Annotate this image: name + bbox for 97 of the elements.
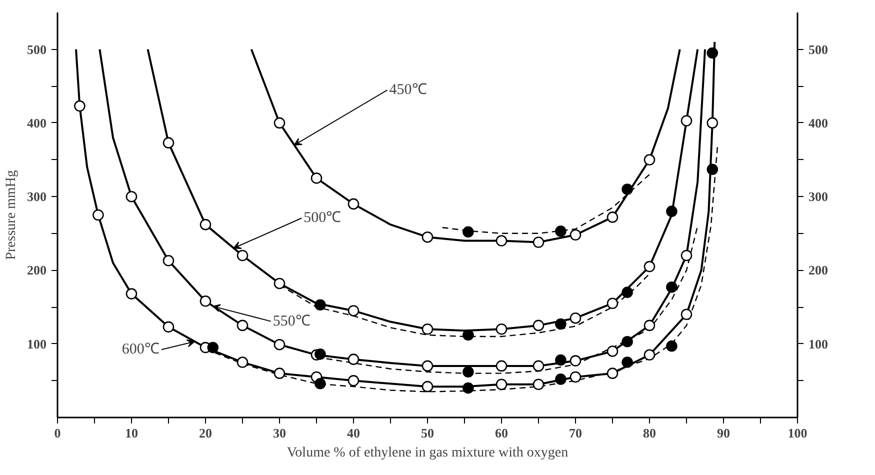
point bbox=[200, 296, 212, 307]
point bbox=[274, 278, 286, 290]
point bbox=[680, 250, 692, 262]
point bbox=[606, 212, 618, 223]
point bbox=[126, 190, 138, 202]
x-tick-label: 90 bbox=[717, 426, 730, 440]
point bbox=[496, 323, 508, 335]
x-axis-title: Volume % of ethylene in gas mixture with oxygen bbox=[286, 446, 568, 460]
point bbox=[162, 321, 174, 333]
point bbox=[680, 115, 692, 126]
point bbox=[570, 371, 582, 383]
point bbox=[606, 346, 618, 357]
point bbox=[606, 368, 618, 379]
x-tick-label: 10 bbox=[125, 426, 138, 440]
point bbox=[162, 255, 174, 266]
x-tick-label: 100 bbox=[788, 426, 808, 440]
point bbox=[666, 340, 678, 352]
point bbox=[570, 312, 582, 324]
point bbox=[644, 260, 656, 272]
point bbox=[274, 117, 286, 129]
point bbox=[555, 374, 566, 385]
point bbox=[348, 198, 360, 210]
x-tick-label: 40 bbox=[347, 426, 360, 440]
point bbox=[570, 355, 582, 366]
point bbox=[496, 235, 508, 246]
point bbox=[532, 320, 544, 332]
point bbox=[666, 282, 678, 293]
y2-tick-label: 300 bbox=[808, 189, 828, 204]
point bbox=[496, 378, 508, 390]
point bbox=[207, 342, 219, 354]
point bbox=[348, 375, 360, 386]
point bbox=[644, 320, 656, 332]
point bbox=[92, 209, 104, 221]
point bbox=[644, 154, 656, 166]
annotation: 500℃ bbox=[304, 210, 342, 226]
point bbox=[532, 378, 544, 390]
y-tick-label: 400 bbox=[27, 115, 46, 130]
point bbox=[162, 137, 174, 148]
point bbox=[314, 348, 326, 360]
point bbox=[532, 360, 544, 372]
point bbox=[314, 378, 326, 390]
point bbox=[348, 354, 360, 365]
x-tick-label: 60 bbox=[495, 426, 508, 440]
x-tick-label: 80 bbox=[643, 426, 656, 440]
point bbox=[236, 320, 248, 332]
point bbox=[310, 172, 322, 184]
x-tick-label: 70 bbox=[569, 426, 582, 440]
point bbox=[706, 47, 718, 59]
point bbox=[422, 323, 434, 335]
point bbox=[555, 318, 566, 330]
x-tick-label: 30 bbox=[273, 426, 286, 440]
point bbox=[348, 305, 360, 316]
point bbox=[622, 286, 633, 298]
x-tick-label: 50 bbox=[421, 426, 434, 440]
point bbox=[666, 206, 678, 217]
y2-tick-label: 200 bbox=[808, 262, 828, 278]
point bbox=[462, 382, 474, 394]
point bbox=[570, 229, 582, 241]
point bbox=[622, 356, 633, 368]
point bbox=[680, 308, 692, 320]
y-tick-label: 500 bbox=[27, 42, 46, 57]
point bbox=[236, 250, 248, 262]
y-tick-label: 200 bbox=[27, 262, 46, 278]
point bbox=[706, 164, 718, 175]
y2-tick-label: 100 bbox=[808, 336, 828, 352]
point bbox=[462, 366, 474, 378]
point bbox=[555, 226, 566, 237]
y2-tick-label: 400 bbox=[808, 115, 828, 130]
point bbox=[622, 336, 633, 348]
point bbox=[422, 231, 434, 243]
point bbox=[622, 184, 633, 195]
point bbox=[236, 356, 248, 368]
annotation: 450℃ bbox=[389, 82, 427, 98]
point bbox=[314, 299, 326, 310]
x-tick-label: 20 bbox=[199, 426, 212, 440]
point bbox=[126, 288, 138, 300]
point bbox=[200, 218, 212, 230]
point bbox=[74, 100, 86, 112]
point bbox=[274, 368, 286, 379]
point bbox=[462, 226, 474, 238]
point bbox=[644, 349, 656, 361]
point bbox=[706, 117, 718, 129]
x-tick-label: 0 bbox=[54, 426, 61, 440]
y-axis-title: Pressure mmHg bbox=[4, 170, 19, 260]
point bbox=[496, 360, 508, 372]
point bbox=[462, 329, 474, 341]
point bbox=[606, 298, 618, 310]
y2-tick-label: 500 bbox=[808, 42, 828, 57]
y-tick-label: 300 bbox=[27, 189, 46, 204]
annotation: 550℃ bbox=[272, 313, 310, 330]
y-tick-label: 100 bbox=[27, 336, 46, 352]
point bbox=[422, 360, 434, 372]
point bbox=[532, 236, 544, 248]
point bbox=[555, 354, 566, 366]
annotation: 600℃ bbox=[122, 342, 160, 358]
point bbox=[422, 380, 434, 392]
point bbox=[274, 338, 286, 350]
